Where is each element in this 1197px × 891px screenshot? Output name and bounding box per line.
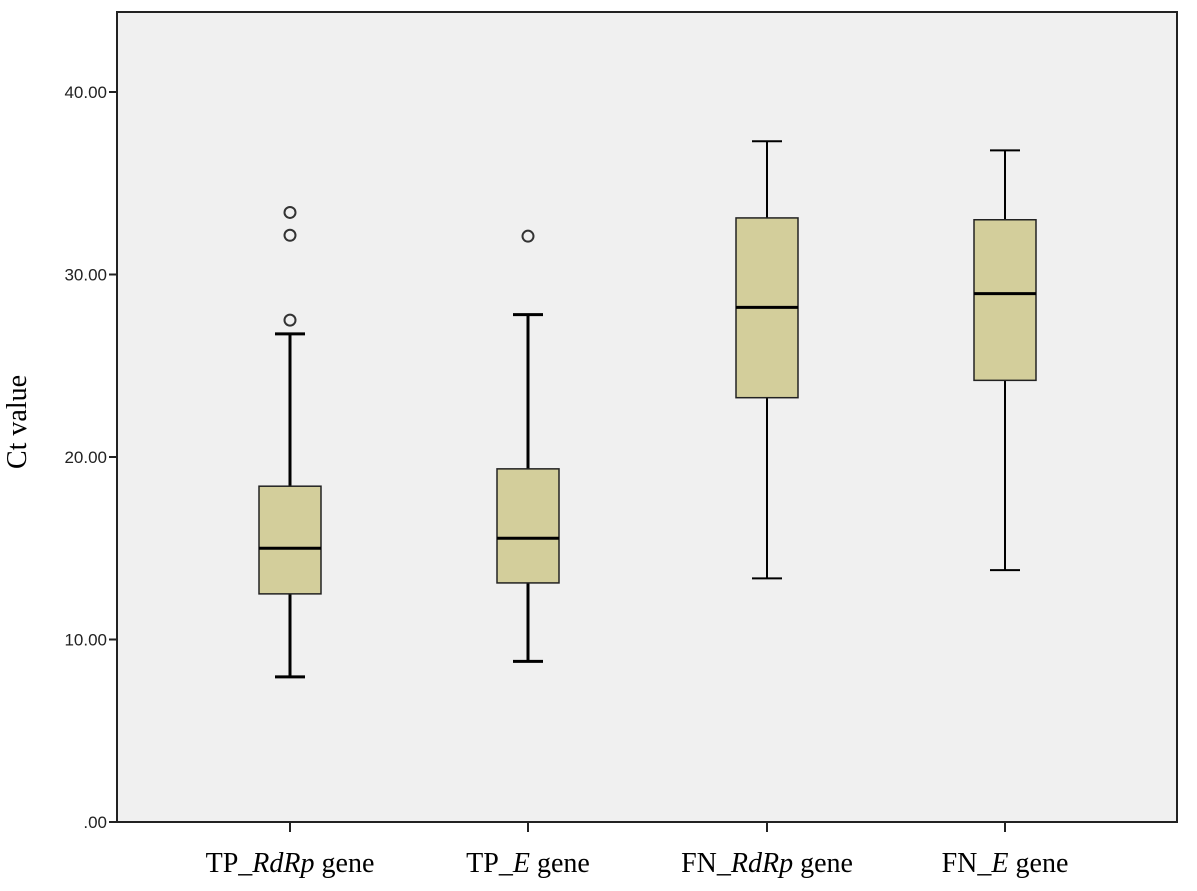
label-gene-name: E xyxy=(512,848,530,879)
label-suffix: gene xyxy=(315,848,375,879)
iqr-box xyxy=(496,468,560,584)
box-4 xyxy=(973,149,1037,572)
label-suffix: gene xyxy=(793,848,853,879)
x-tick-label: FN_E gene xyxy=(942,848,1069,879)
box-2 xyxy=(496,229,560,663)
y-tick-label: 20.00 xyxy=(64,448,107,467)
y-axis: .00 10.00 20.00 30.00 40.00 xyxy=(64,83,117,832)
box-1 xyxy=(258,205,322,679)
plot-area xyxy=(116,11,1178,823)
boxes xyxy=(258,140,1037,679)
outlier-point xyxy=(283,205,297,219)
y-axis-label: Ct value xyxy=(2,375,33,469)
label-gene-name: RdRp xyxy=(730,848,793,879)
label-gene-name: RdRp xyxy=(251,848,314,879)
label-prefix: TP_ xyxy=(466,848,514,879)
outlier-point xyxy=(283,313,297,327)
x-axis: TP_RdRp gene TP_E gene FN_RdRp gene FN_E ge… xyxy=(206,822,1069,879)
iqr-box xyxy=(973,219,1037,382)
y-tick-label: 30.00 xyxy=(64,266,107,285)
y-tick-label: 10.00 xyxy=(64,631,107,650)
label-gene-name: E xyxy=(990,848,1008,879)
x-tick-label: TP_RdRp gene xyxy=(206,848,375,879)
outlier-point xyxy=(283,228,297,242)
iqr-box xyxy=(258,485,322,595)
label-prefix: FN_ xyxy=(942,848,993,879)
y-tick-label: 40.00 xyxy=(64,83,107,102)
label-suffix: gene xyxy=(1009,848,1069,879)
outlier-point xyxy=(521,229,535,243)
box-3 xyxy=(735,140,799,580)
y-tick-label: .00 xyxy=(83,813,107,832)
x-tick-label: TP_E gene xyxy=(466,848,590,879)
label-prefix: TP_ xyxy=(206,848,254,879)
label-prefix: FN_ xyxy=(681,848,732,879)
x-tick-label: FN_RdRp gene xyxy=(681,848,853,879)
label-suffix: gene xyxy=(530,848,590,879)
